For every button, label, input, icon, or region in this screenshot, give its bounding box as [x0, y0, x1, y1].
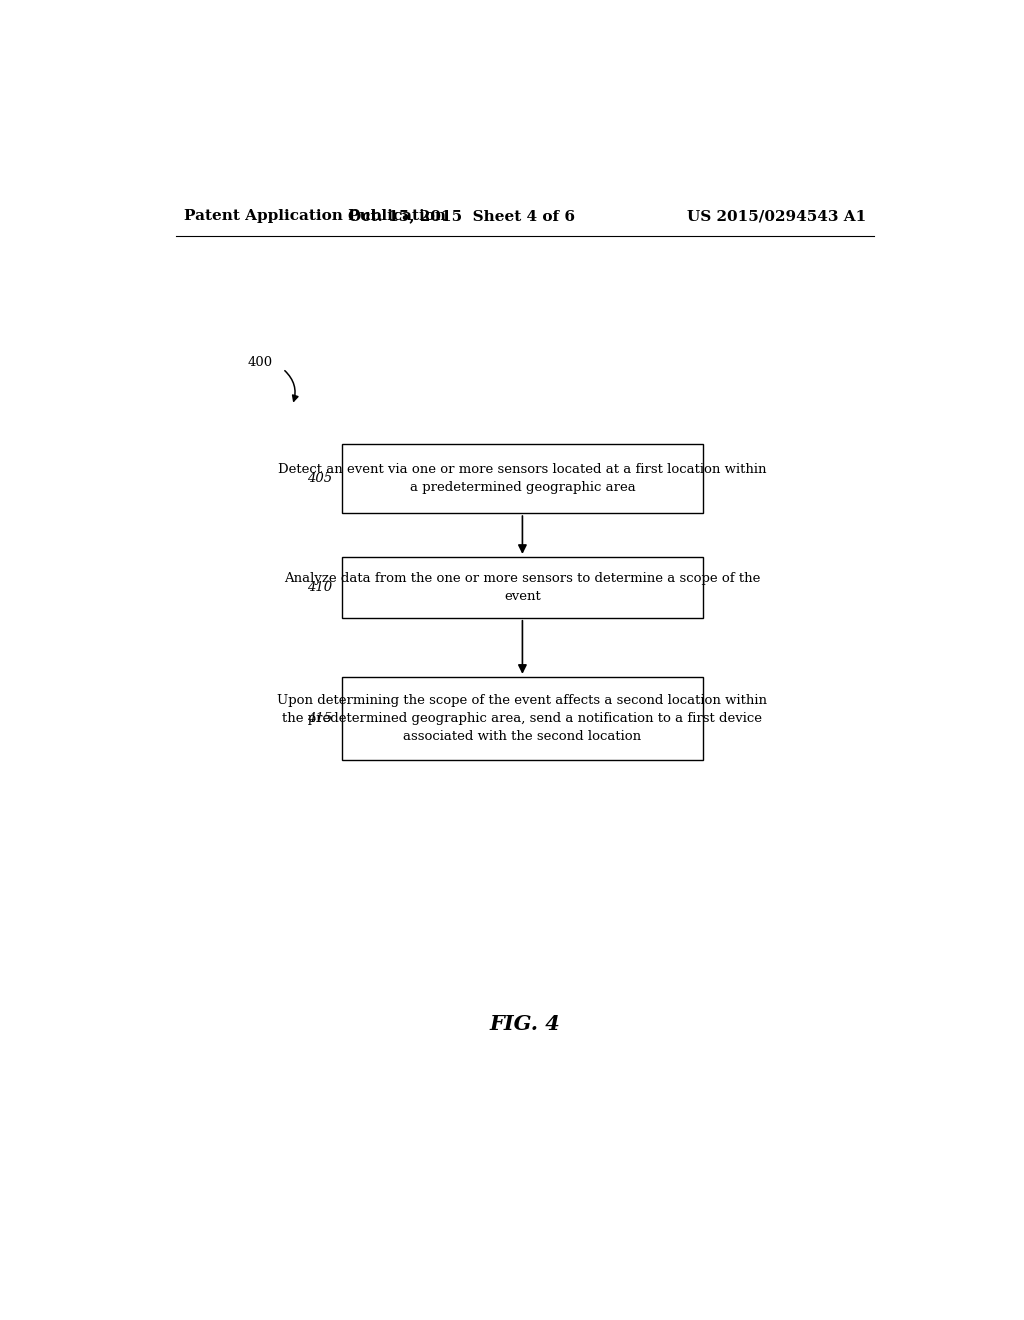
Text: US 2015/0294543 A1: US 2015/0294543 A1	[687, 210, 866, 223]
Bar	[342, 444, 702, 513]
Text: 415: 415	[307, 711, 333, 725]
Text: 400: 400	[248, 356, 273, 370]
Text: FIG. 4: FIG. 4	[489, 1014, 560, 1035]
Text: Patent Application Publication: Patent Application Publication	[183, 210, 445, 223]
Text: Upon determining the scope of the event affects a second location within
the pre: Upon determining the scope of the event …	[278, 694, 767, 743]
Text: 410: 410	[307, 581, 333, 594]
Text: 405: 405	[307, 473, 333, 484]
Bar	[342, 557, 702, 618]
Text: Analyze data from the one or more sensors to determine a scope of the
event: Analyze data from the one or more sensor…	[285, 572, 761, 603]
Text: Detect an event via one or more sensors located at a first location within
a pre: Detect an event via one or more sensors …	[279, 463, 767, 494]
Text: Oct. 15, 2015  Sheet 4 of 6: Oct. 15, 2015 Sheet 4 of 6	[348, 210, 574, 223]
Bar	[342, 677, 702, 760]
FancyArrowPatch shape	[285, 371, 298, 401]
